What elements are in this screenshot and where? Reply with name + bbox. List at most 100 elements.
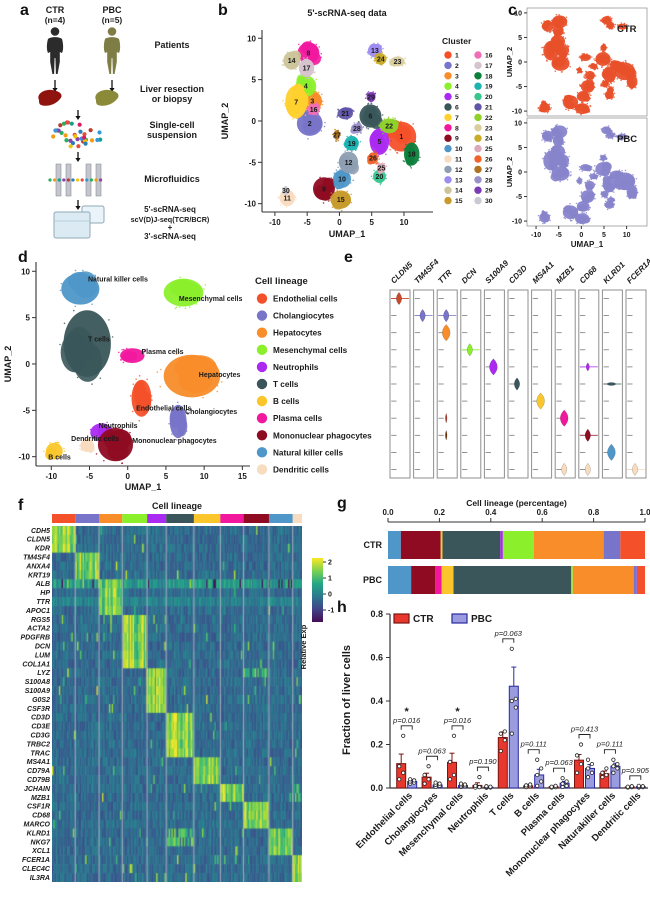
cluster-number: 11 [283,195,291,202]
cluster-legend-item: 9 [444,134,459,143]
data-point [422,781,427,786]
bar-group: p=0.063 [494,629,523,789]
cluster-number: 13 [371,48,379,55]
lineage-label-on-plot: Plasma cells [141,349,183,356]
data-point [629,784,634,789]
umap-cluster-blob [540,210,547,217]
cluster-legend-label: 28 [485,177,493,184]
bar-row-label: PBC [363,575,383,585]
cluster-number: 18 [408,152,416,159]
cluster-legend-item: 28 [474,176,493,184]
stacked-segment [533,531,604,559]
gene-label: CD3D [507,263,529,285]
colorbar-label: Relative Exp [299,624,308,669]
heatmap-gene-label: MARCO [24,822,51,829]
umap-cluster-blob [332,128,342,142]
umap-cluster-blob [541,147,559,173]
cluster-legend-label: 17 [485,63,493,70]
data-point [502,738,507,743]
cluster-number: 4 [304,84,308,91]
person-icon [103,27,121,74]
cluster-number: 15 [337,197,345,204]
umap-cluster-blob [606,85,614,95]
lineage-legend-item: Endothelial cells [256,293,338,304]
group-label-pbc: PBC [617,134,637,145]
y-tick: -10 [512,219,522,226]
umap-cluster-blob [388,55,407,68]
cluster-legend-label: 7 [455,115,459,122]
data-point [589,770,595,775]
lineage-legend-item: Cholangiocytes [256,310,334,321]
lineage-legend-label: Hepatocytes [273,329,322,338]
heatmap-gene-label: CD68 [32,813,50,820]
flow-arrow-head [75,158,81,162]
panel-c-umap-groups: 10 5 0 -5 -10 UMAP_2 CTR 10 5 0 -5 -10 UMAP_2 PBC -10 -… [505,7,648,249]
x-tick: 5 [602,232,606,239]
cluster-legend-item: 16 [474,51,493,60]
gene-label: MZB1 [554,263,576,285]
lineage-label-on-plot: B cells [48,454,71,461]
umap-cluster-blob [601,65,617,85]
gene-label: CLDN5 [389,260,415,286]
lineage-label-on-plot: Neutrophils [99,423,138,430]
data-point [509,646,514,651]
bar-group: p=0.111 [596,740,623,789]
cluster-number: 16 [310,107,318,114]
umap-cluster-blob [625,184,639,200]
cluster-legend-label: 4 [455,84,459,91]
stacked-segment [571,566,573,594]
cluster-number: 9 [322,186,326,193]
cluster-number: 28 [353,126,361,133]
y-tick: -10 [244,200,256,209]
stacked-segment [500,531,503,559]
y-tick: 5 [26,314,31,323]
violin [445,429,448,441]
stacked-segment [440,531,443,559]
data-point [498,731,503,736]
data-point [611,757,616,762]
data-point [513,696,518,701]
cluster-legend-item: 3 [444,72,459,80]
y-tick: 5 [518,35,522,42]
lineage-strip-segment [220,514,244,523]
data-point [611,764,616,769]
cluster-legend-label: 2 [455,63,459,70]
heatmap-gene-label: TM4SF4 [23,555,50,562]
data-point [604,772,609,778]
cluster-number: 20 [376,174,384,181]
umap-cluster-blob [626,72,638,90]
ctr-bar [497,737,508,789]
heatmap-gene-label: JCHAIN [24,786,51,793]
data-point [625,784,630,789]
umap-cluster-blob [370,168,388,186]
heatmap-gene-label: DCN [35,644,51,651]
lineage-strip-segment [52,514,76,523]
cluster-legend-item: 20 [474,92,493,101]
cluster-legend-item: 19 [474,82,493,91]
panel-d-umap-lineage: -10 -5 0 5 10 15 10 5 0 -5 -10 UMAP_1 UMAP_2 Natural … [3,262,372,492]
cluster-number: 22 [385,123,393,130]
stacked-segment [620,531,645,559]
umap-cluster-blob [606,195,616,205]
heatmap-gene-label: CLEC4C [22,866,51,873]
data-point [600,770,605,775]
cluster-legend-label: 3 [455,73,459,80]
bar-group: p=0.111 [520,740,547,790]
significance-bracket [603,749,616,754]
axis-tick: 0.0 [382,508,394,517]
stacked-segment [411,566,436,594]
stacked-segment [435,566,442,594]
legend-label: CTR [413,614,434,625]
umap-cluster-blob [600,190,610,199]
y-axis-label: UMAP_2 [3,346,13,383]
umap-cluster-blob [540,100,547,107]
data-point [560,781,565,786]
data-point [502,729,507,734]
cluster-legend-item: 2 [444,61,459,70]
x-tick: 10 [200,472,209,481]
cluster-legend-item: 17 [474,61,493,70]
single-cell-suspension-icon [51,120,103,149]
data-point [600,775,605,780]
umap-cluster-blob [297,57,316,80]
x-tick: 15 [238,472,247,481]
